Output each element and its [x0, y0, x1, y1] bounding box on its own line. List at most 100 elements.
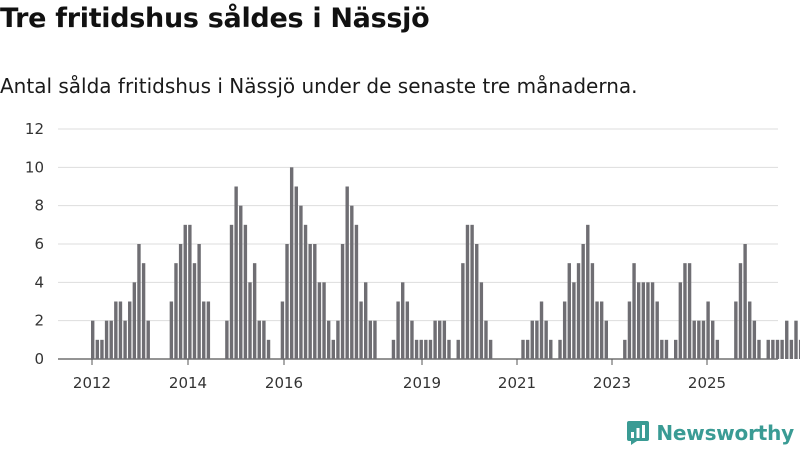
bar — [313, 244, 317, 359]
bar — [100, 339, 104, 359]
bar — [632, 263, 636, 359]
bar — [91, 320, 95, 359]
bar — [701, 320, 706, 359]
bar — [252, 263, 257, 359]
bar — [650, 282, 655, 359]
bar — [326, 320, 331, 359]
bar — [470, 224, 474, 359]
bar — [798, 339, 800, 359]
bar — [766, 339, 770, 359]
y-axis-ticks: 0 2 4 6 8 10 12 — [25, 120, 44, 368]
bar — [581, 244, 585, 359]
bar — [262, 320, 266, 359]
bar — [419, 339, 423, 359]
bar — [363, 282, 368, 359]
bar — [544, 320, 548, 359]
y-tick-label: 6 — [34, 235, 44, 253]
bar — [285, 244, 289, 359]
bar — [266, 339, 271, 359]
bar — [299, 205, 303, 359]
bar — [123, 320, 127, 359]
bar — [530, 320, 534, 359]
bar — [521, 339, 525, 359]
bar — [174, 263, 178, 359]
bar — [636, 282, 641, 359]
bar — [197, 244, 201, 359]
bar — [738, 263, 743, 359]
bar — [748, 301, 752, 359]
bar — [234, 186, 238, 359]
bar — [757, 339, 761, 359]
bar — [433, 320, 437, 359]
bar — [775, 339, 780, 359]
bar — [336, 320, 340, 359]
bar — [549, 339, 553, 359]
y-tick-label: 10 — [25, 158, 44, 176]
bar — [169, 301, 174, 359]
brand-name: Newsworthy — [656, 421, 794, 445]
bar — [225, 320, 229, 359]
bar — [743, 244, 747, 359]
bar — [340, 244, 345, 359]
bar — [424, 339, 428, 359]
bar — [391, 339, 396, 359]
bar — [401, 282, 405, 359]
y-tick-label: 12 — [25, 120, 44, 138]
bar — [674, 339, 678, 359]
bar — [678, 282, 683, 359]
y-tick-label: 0 — [34, 350, 44, 368]
bar — [646, 282, 650, 359]
bar — [178, 244, 183, 359]
bar — [405, 301, 410, 359]
bar — [289, 167, 294, 359]
bar — [664, 339, 669, 359]
bar — [572, 282, 576, 359]
x-axis-ticks: 2012 2014 2016 2019 2021 2023 2025 — [73, 359, 726, 392]
bar — [257, 320, 261, 359]
bar — [368, 320, 373, 359]
bar — [687, 263, 692, 359]
bar — [461, 263, 465, 359]
bar — [229, 224, 234, 359]
chart-title: Tre fritidshus såldes i Nässjö — [0, 3, 430, 34]
bar — [692, 320, 696, 359]
bars — [91, 167, 800, 359]
bar — [752, 320, 757, 359]
bar — [456, 339, 460, 359]
bar — [627, 301, 632, 359]
bar — [146, 320, 150, 359]
x-tick-label: 2025 — [688, 374, 726, 392]
bar — [359, 301, 363, 359]
y-tick-label: 2 — [34, 312, 44, 330]
bar — [188, 224, 192, 359]
bar — [590, 263, 595, 359]
bar — [576, 263, 581, 359]
bar — [438, 320, 442, 359]
bar — [442, 320, 447, 359]
bar — [114, 301, 118, 359]
bar — [373, 320, 377, 359]
bar — [428, 339, 433, 359]
bar — [734, 301, 738, 359]
y-tick-label: 8 — [34, 197, 44, 215]
bar — [641, 282, 646, 359]
newsworthy-logo-icon — [627, 421, 650, 445]
bar — [104, 320, 109, 359]
bar — [345, 186, 349, 359]
bar — [794, 320, 798, 359]
bar — [567, 263, 571, 359]
bar — [317, 282, 322, 359]
bar — [655, 301, 659, 359]
bar — [137, 244, 141, 359]
gridlines — [58, 128, 778, 360]
bar — [410, 320, 414, 359]
bar — [711, 320, 715, 359]
x-tick-label: 2012 — [73, 374, 111, 392]
bar — [780, 339, 784, 359]
bar — [558, 339, 562, 359]
bar — [414, 339, 419, 359]
brand-logo[interactable]: Newsworthy — [626, 420, 794, 446]
bar — [479, 282, 484, 359]
x-tick-label: 2014 — [169, 374, 207, 392]
